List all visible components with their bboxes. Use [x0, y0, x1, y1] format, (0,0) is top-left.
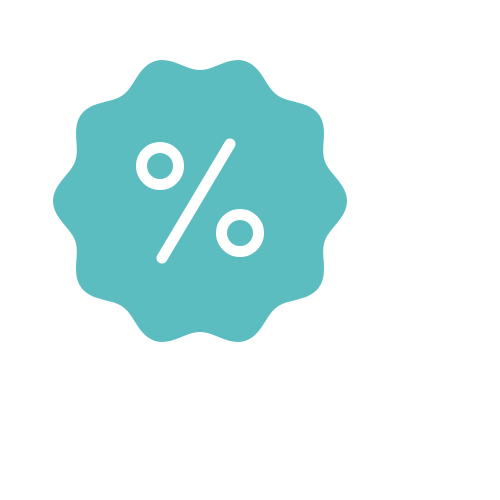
percent-slash: [156, 138, 236, 264]
percent-top-circle: [136, 142, 184, 190]
percent-bottom-circle: [216, 209, 264, 257]
